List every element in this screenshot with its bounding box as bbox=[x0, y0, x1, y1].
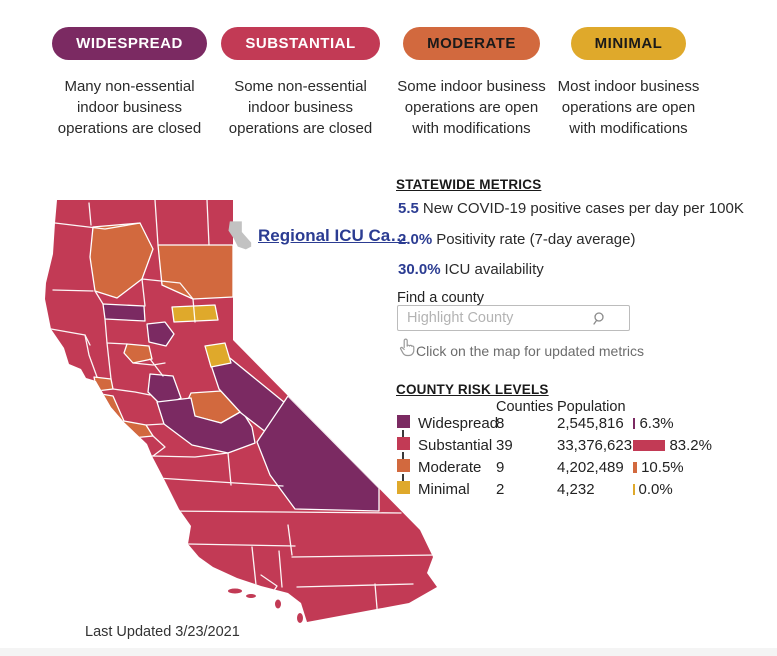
search-icon[interactable] bbox=[592, 311, 607, 326]
column-header-population: Population bbox=[557, 399, 626, 415]
tier-description-widespread: Many non-essential indoor business opera… bbox=[57, 78, 202, 137]
map-hint-text: Click on the map for updated metrics bbox=[416, 343, 644, 359]
metric-positivity: 2.0% Positivity rate (7-day average) bbox=[398, 231, 635, 248]
county-search-input[interactable] bbox=[397, 305, 630, 331]
tier-description-substantial: Some non-essential indoor business opera… bbox=[228, 78, 373, 137]
share-percent: 83.2% bbox=[669, 436, 712, 454]
metric-icu-label: ICU availability bbox=[444, 261, 544, 278]
tier-badge-moderate: MODERATE bbox=[403, 27, 540, 60]
tier-minimal: MINIMAL Most indoor business operations … bbox=[538, 27, 719, 139]
risk-table-heading: COUNTY RISK LEVELS bbox=[396, 382, 549, 397]
row-counties: 8 bbox=[496, 415, 505, 432]
last-updated-text: Last Updated 3/23/2021 bbox=[85, 624, 240, 640]
share-bar bbox=[633, 483, 635, 495]
row-label: Moderate bbox=[418, 459, 482, 476]
california-county-map[interactable] bbox=[45, 195, 445, 625]
metric-icu: 30.0% ICU availability bbox=[398, 261, 544, 278]
share-percent: 10.5% bbox=[641, 458, 684, 476]
legend-connector bbox=[402, 474, 404, 484]
regional-icu-link-label[interactable]: Regional ICU Ca… bbox=[258, 226, 408, 245]
share-percent: 6.3% bbox=[639, 414, 674, 432]
widespread-counties[interactable] bbox=[102, 303, 380, 512]
california-mini-icon bbox=[228, 221, 252, 250]
county-boundaries bbox=[50, 200, 437, 621]
regional-icu-link[interactable]: Regional ICU Ca… bbox=[227, 220, 407, 252]
click-hand-icon bbox=[399, 338, 415, 357]
legend-swatch-minimal bbox=[397, 481, 410, 494]
row-population: 2,545,816 bbox=[557, 415, 624, 432]
row-counties: 2 bbox=[496, 481, 505, 498]
tier-substantial: SUBSTANTIAL Some non-essential indoor bu… bbox=[210, 27, 391, 139]
row-counties: 9 bbox=[496, 459, 505, 476]
tier-widespread: WIDESPREAD Many non-essential indoor bus… bbox=[39, 27, 220, 139]
bottom-divider bbox=[0, 648, 777, 656]
share-bar bbox=[633, 439, 666, 451]
row-label: Substantial bbox=[418, 437, 493, 454]
legend-swatch-substantial bbox=[397, 437, 410, 450]
tier-badge-minimal: MINIMAL bbox=[570, 27, 687, 60]
share-percent: 0.0% bbox=[638, 480, 673, 498]
row-label: Minimal bbox=[418, 481, 470, 498]
row-population: 4,202,489 bbox=[557, 459, 624, 476]
column-header-counties: Counties bbox=[496, 399, 554, 415]
metric-positivity-value: 2.0% bbox=[398, 231, 433, 248]
find-county-label: Find a county bbox=[397, 290, 485, 306]
tier-badge-widespread: WIDESPREAD bbox=[52, 27, 207, 60]
tier-description-minimal: Most indoor business operations are open… bbox=[557, 78, 700, 137]
row-population: 4,232 bbox=[557, 481, 595, 498]
tier-description-moderate: Some indoor business operations are open… bbox=[397, 78, 546, 137]
share-bar bbox=[633, 417, 636, 429]
metric-positivity-label: Positivity rate (7-day average) bbox=[436, 231, 636, 248]
metric-cases-label: New COVID-19 positive cases per day per … bbox=[422, 200, 744, 217]
minimal-counties[interactable] bbox=[171, 304, 232, 368]
legend-swatch-widespread bbox=[397, 415, 410, 428]
share-bar bbox=[633, 461, 638, 473]
tier-moderate: MODERATE Some indoor business operations… bbox=[381, 27, 562, 139]
channel-islands bbox=[228, 588, 303, 623]
row-population: 33,376,623 bbox=[557, 437, 633, 454]
row-label: Widespread bbox=[418, 415, 499, 432]
metric-icu-value: 30.0% bbox=[398, 261, 441, 278]
legend-connector bbox=[402, 430, 404, 440]
metric-cases: 5.5 New COVID-19 positive cases per day p… bbox=[398, 200, 744, 217]
legend-swatch-moderate bbox=[397, 459, 410, 472]
tier-badge-substantial: SUBSTANTIAL bbox=[221, 27, 380, 60]
statewide-metrics-heading: STATEWIDE METRICS bbox=[396, 177, 542, 192]
row-counties: 39 bbox=[496, 437, 513, 454]
legend-connector bbox=[402, 452, 404, 462]
metric-cases-value: 5.5 bbox=[398, 200, 419, 217]
